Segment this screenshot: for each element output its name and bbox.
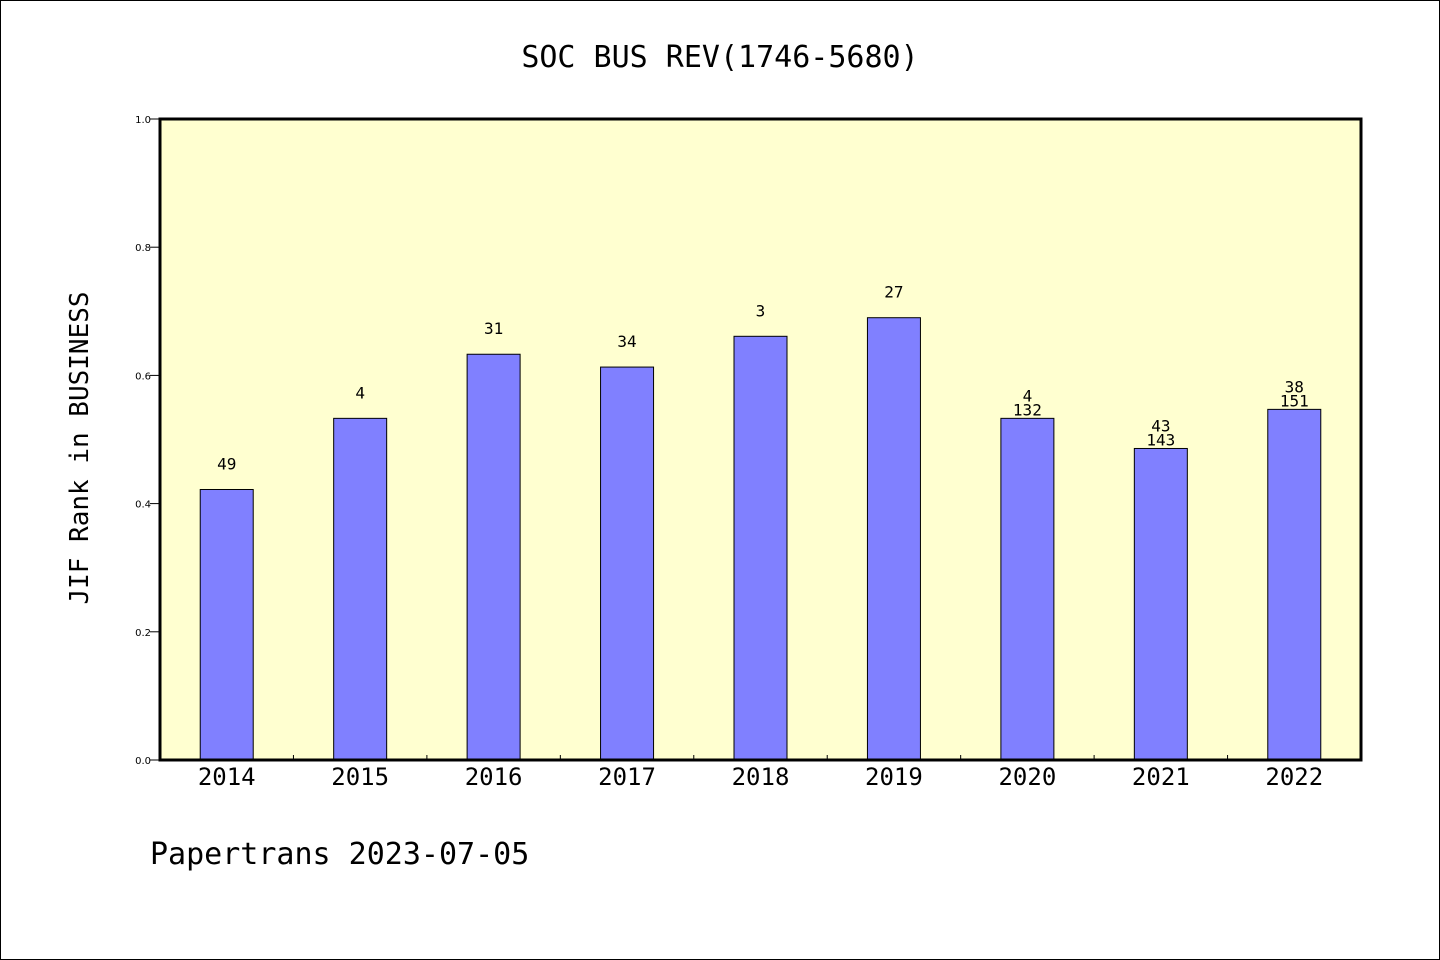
y-axis: 0.0 0.2 0.4 0.6 0.8 1.0: [135, 115, 160, 767]
bar-2021: [1133, 447, 1188, 761]
plot-border: [158, 117, 1363, 762]
x-tick-label: 2018: [732, 763, 790, 791]
x-tick-label: 2016: [465, 763, 523, 791]
y-tick-label: 0.0: [135, 756, 151, 767]
bar-2016: [466, 353, 521, 761]
bar-2017: [600, 366, 655, 761]
bar-2014: [199, 488, 254, 761]
y-axis-label: JIF Rank in BUSINESS: [65, 291, 95, 604]
y-tick-label: 0.4: [135, 500, 151, 511]
x-tick-label: 2022: [1265, 763, 1323, 791]
y-tick-label: 1.0: [135, 115, 151, 126]
bar-data-label: 4: [1023, 386, 1033, 405]
x-tick-label: 2015: [331, 763, 389, 791]
bar-data-label: 151: [1280, 391, 1309, 410]
x-tick-label: 2019: [865, 763, 923, 791]
x-tick-label: 2021: [1132, 763, 1190, 791]
bar-data-label: 38: [1285, 377, 1304, 396]
bar-2015: [333, 417, 388, 761]
bar-data-label: 31: [484, 319, 503, 338]
bar-2018: [733, 335, 788, 761]
x-tick-label: 2017: [598, 763, 656, 791]
bar-data-label: 4: [355, 383, 365, 402]
bar-data-label: 49: [217, 454, 236, 473]
bar-2022: [1267, 408, 1322, 761]
bar-2019: [866, 317, 921, 761]
y-tick-label: 0.2: [135, 628, 151, 639]
bar-data-label: 27: [884, 283, 903, 302]
chart-title: SOC BUS REV(1746-5680): [521, 40, 918, 75]
x-tick-label: 2014: [198, 763, 256, 791]
x-tick-label: 2020: [998, 763, 1056, 791]
y-tick-label: 0.6: [135, 371, 151, 382]
bar-data-label: 143: [1146, 430, 1175, 449]
bars: [199, 317, 1322, 761]
bar-2020: [1000, 417, 1055, 761]
bar-data-label: 3: [756, 301, 766, 320]
y-tick-label: 0.8: [135, 243, 151, 254]
bar-data-label: 132: [1013, 400, 1042, 419]
bar-data-label: 43: [1151, 416, 1170, 435]
bar-data-label: 34: [617, 332, 636, 351]
footer-watermark: Papertrans 2023-07-05: [150, 837, 529, 872]
x-axis: 2014 2015 2016 2017 2018 2019 2020 2021 2022: [198, 755, 1323, 791]
